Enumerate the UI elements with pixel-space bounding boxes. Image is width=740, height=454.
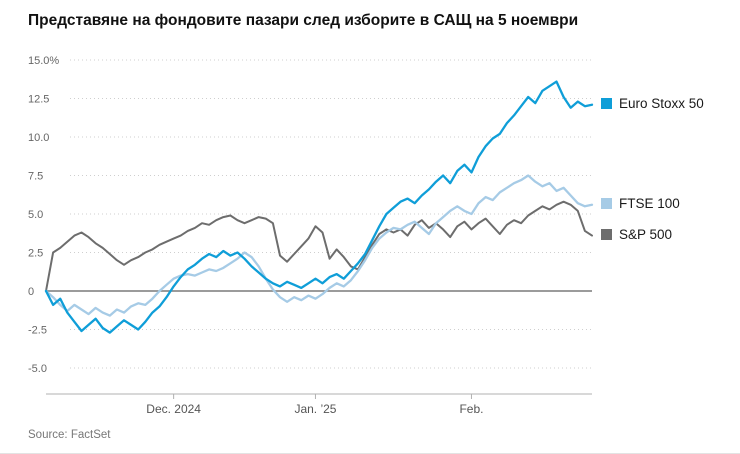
svg-text:10.0: 10.0 <box>28 132 49 144</box>
svg-text:-5.0: -5.0 <box>28 363 47 375</box>
svg-text:2.5: 2.5 <box>28 248 43 260</box>
legend-item-sp-500: S&P 500 <box>601 227 672 242</box>
svg-text:5.0: 5.0 <box>28 209 43 221</box>
line-chart-canvas: 15.0% 12.5 10.0 7.5 5.0 2.5 0 -2.5 -5.0 Dec. 2024… <box>28 55 594 416</box>
legend-swatch-sp-500 <box>601 228 612 240</box>
svg-text:15.0%: 15.0% <box>28 55 59 67</box>
svg-text:7.5: 7.5 <box>28 171 43 183</box>
svg-text:Jan. ’25: Jan. ’25 <box>294 402 336 416</box>
chart-area: 15.0% 12.5 10.0 7.5 5.0 2.5 0 -2.5 -5.0 Dec. 2024… <box>0 38 740 430</box>
legend-item-euro-stoxx-50: Euro Stoxx 50 <box>601 96 704 111</box>
legend-label-ftse-100: FTSE 100 <box>619 195 680 211</box>
legend-item-ftse-100: FTSE 100 <box>601 196 680 211</box>
chart-title: Представяне на фондовите пазари след изб… <box>28 12 579 29</box>
legend-label-euro-stoxx-50: Euro Stoxx 50 <box>619 95 704 111</box>
source-note: Source: FactSet <box>28 429 111 441</box>
svg-text:Feb.: Feb. <box>459 402 483 416</box>
svg-text:12.5: 12.5 <box>28 94 49 106</box>
legend-swatch-euro-stoxx-50 <box>601 97 612 109</box>
legend-swatch-ftse-100 <box>601 197 612 209</box>
legend-label-sp-500: S&P 500 <box>619 226 673 242</box>
svg-text:-2.5: -2.5 <box>28 325 47 337</box>
svg-text:Dec. 2024: Dec. 2024 <box>146 402 201 416</box>
svg-text:0: 0 <box>28 286 34 298</box>
